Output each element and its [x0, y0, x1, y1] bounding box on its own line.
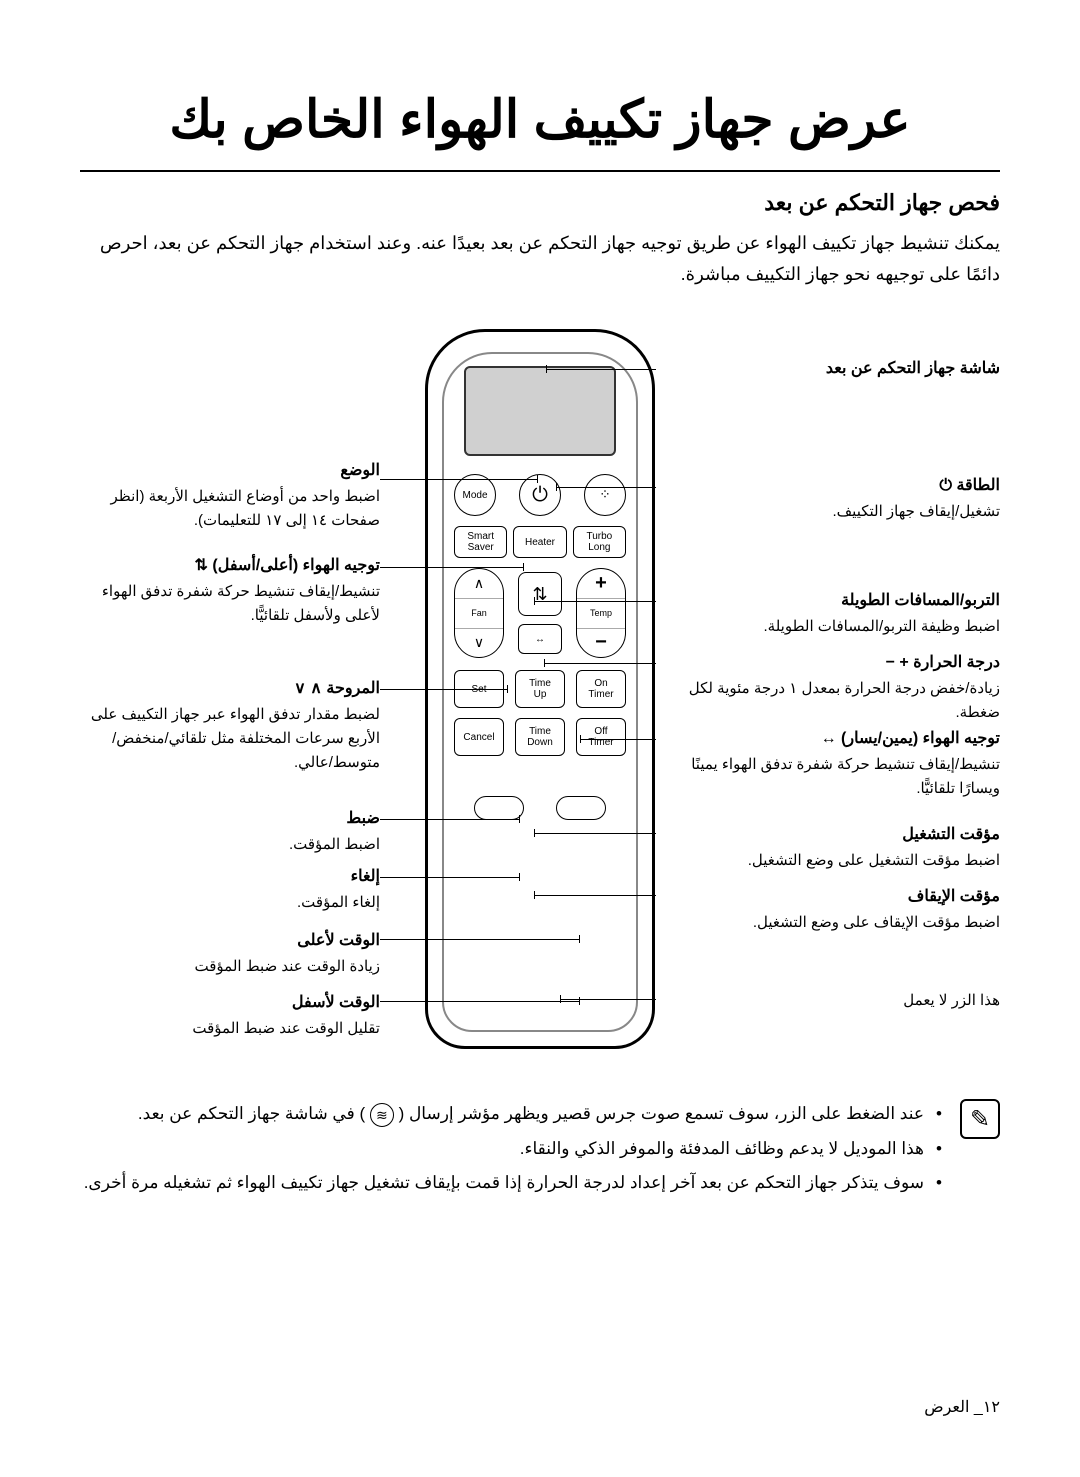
lead-left-3 — [380, 819, 520, 820]
callout-right-4: توجيه الهواء (يمين/يسار) ↔تنشيط/إيقاف تن… — [660, 727, 1000, 801]
swing-vertical-button[interactable]: ⇅ — [518, 572, 562, 616]
diagram-area: ⁘ ⏻ Mode TurboLong Heater SmartSaver + T… — [80, 329, 1000, 1089]
note-item-0: عند الضغط على الزر، سوف تسمع صوت جرس قصي… — [80, 1099, 942, 1130]
lead-right-4 — [580, 739, 656, 740]
on-timer-button[interactable]: On Timer — [576, 670, 626, 708]
fan-up[interactable]: ∧ — [455, 569, 503, 598]
swing-horizontal-button[interactable]: ↔ — [518, 624, 562, 654]
callout-right-1: الطاقة ⏻تشغيل/إيقاف جهاز التكييف. — [660, 474, 1000, 524]
lead-left-5 — [380, 939, 580, 940]
remote-display — [464, 366, 615, 456]
callout-right-7: هذا الزر لا يعمل — [660, 989, 1000, 1013]
lead-left-4 — [380, 877, 520, 878]
lead-right-1 — [556, 487, 656, 488]
callout-right-2: التربو/المسافات الطويلةاضبط وظيفة التربو… — [660, 589, 1000, 639]
dots-button[interactable]: ⁘ — [584, 474, 626, 516]
smart-saver-button[interactable]: SmartSaver — [454, 526, 507, 558]
lead-left-2 — [380, 689, 508, 690]
callout-left-0: الوضعاضبط واحد من أوضاع التشغيل الأربعة … — [80, 459, 380, 533]
power-button[interactable]: ⏻ — [519, 474, 561, 516]
fan-down[interactable]: ∨ — [455, 629, 503, 658]
blank-button-2[interactable] — [474, 796, 524, 820]
lead-right-7 — [560, 999, 656, 1000]
divider — [80, 170, 1000, 172]
callout-right-5: مؤقت التشغيلاضبط مؤقت التشغيل على وضع ال… — [660, 823, 1000, 873]
note-item-2: سوف يتذكر جهاز التحكم عن بعد آخر إعداد ل… — [80, 1168, 942, 1199]
note-item-1: هذا الموديل لا يدعم وظائف المدفئة والموف… — [80, 1134, 942, 1165]
callout-left-3: ضبطاضبط المؤقت. — [80, 807, 380, 857]
callout-left-1: توجيه الهواء (أعلى/أسفل) ⇅تنشيط/إيقاف تن… — [80, 554, 380, 628]
fan-label: Fan — [455, 598, 503, 629]
temp-label: Temp — [577, 598, 625, 629]
temp-cluster[interactable]: + Temp − — [576, 568, 626, 658]
callout-left-6: الوقت لأسفلتقليل الوقت عند ضبط المؤقت — [80, 991, 380, 1041]
page-footer: ١٢_ العرض — [924, 1397, 1000, 1417]
time-up-button[interactable]: Time Up — [515, 670, 565, 708]
note-icon: ✎ — [960, 1099, 1000, 1139]
lead-right-6 — [534, 895, 656, 896]
notes-list: عند الضغط على الزر، سوف تسمع صوت جرس قصي… — [80, 1099, 942, 1199]
lead-right-0 — [546, 369, 656, 370]
temp-up[interactable]: + — [577, 569, 625, 598]
callout-left-4: إلغاءإلغاء المؤقت. — [80, 865, 380, 915]
turbo-long-button[interactable]: TurboLong — [573, 526, 626, 558]
section-title: فحص جهاز التحكم عن بعد — [80, 190, 1000, 216]
time-down-button[interactable]: Time Down — [515, 718, 565, 756]
temp-down[interactable]: − — [577, 629, 625, 658]
callout-left-5: الوقت لأعلىزيادة الوقت عند ضبط المؤقت — [80, 929, 380, 979]
callout-right-0: شاشة جهاز التحكم عن بعد — [660, 357, 1000, 383]
lead-left-0 — [380, 479, 538, 480]
callout-left-2: المروحة ∧ ∨لضبط مقدار تدفق الهواء عبر جه… — [80, 677, 380, 775]
notes-section: ✎ عند الضغط على الزر، سوف تسمع صوت جرس ق… — [80, 1099, 1000, 1199]
lead-left-1 — [380, 567, 524, 568]
intro-text: يمكنك تنشيط جهاز تكييف الهواء عن طريق تو… — [80, 228, 1000, 289]
heater-button[interactable]: Heater — [513, 526, 566, 558]
fan-cluster[interactable]: ∧ Fan ∨ — [454, 568, 504, 658]
callout-right-6: مؤقت الإيقافاضبط مؤقت الإيقاف على وضع ال… — [660, 885, 1000, 935]
callout-right-3: درجة الحرارة + −زيادة/خفض درجة الحرارة ب… — [660, 651, 1000, 725]
lead-right-2 — [534, 601, 656, 602]
mode-button[interactable]: Mode — [454, 474, 496, 516]
lead-right-5 — [534, 833, 656, 834]
main-title: عرض جهاز تكييف الهواء الخاص بك — [80, 90, 1000, 150]
blank-button-1[interactable] — [556, 796, 606, 820]
lead-left-6 — [380, 1001, 580, 1002]
off-timer-button[interactable]: Off Timer — [576, 718, 626, 756]
lead-right-3 — [544, 663, 656, 664]
cancel-button[interactable]: Cancel — [454, 718, 504, 756]
